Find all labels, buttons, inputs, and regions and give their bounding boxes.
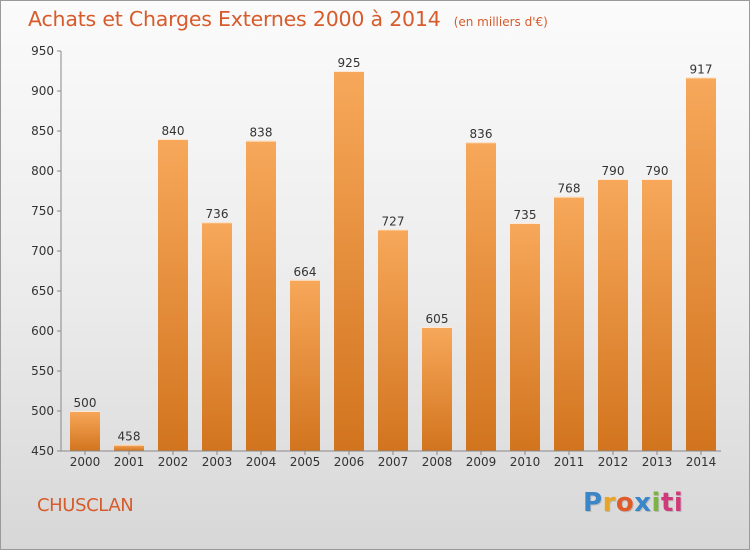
x-tick-label: 2005 — [290, 455, 321, 469]
x-tick-label: 2003 — [202, 455, 233, 469]
bar — [510, 223, 540, 451]
bar — [554, 196, 584, 451]
y-tick-label: 800 — [31, 164, 54, 178]
y-tick-label: 450 — [31, 444, 54, 458]
x-axis: 2000 2001 2002 2003 2004 2005 2006 2007 2008 2009… — [61, 450, 721, 469]
bar — [642, 179, 672, 451]
x-tick-label: 2009 — [466, 455, 497, 469]
x-tick-label: 2004 — [246, 455, 277, 469]
bar-value-label: 664 — [294, 265, 317, 279]
bar — [598, 179, 628, 451]
y-tick-label: 850 — [31, 124, 54, 138]
y-tick-label: 500 — [31, 404, 54, 418]
y-tick-label: 700 — [31, 244, 54, 258]
chart-title-row: Achats et Charges Externes 2000 à 2014 (… — [28, 7, 548, 31]
bar-value-label: 735 — [514, 208, 537, 222]
y-tick-label: 750 — [31, 204, 54, 218]
chart-title: Achats et Charges Externes 2000 à 2014 — [28, 7, 441, 31]
logo-letter: r — [602, 488, 616, 518]
commune-name: CHUSCLAN — [37, 495, 134, 516]
x-tick-label: 2010 — [510, 455, 541, 469]
bar-value-label: 727 — [382, 214, 405, 228]
y-axis: 450 500 550 600 650 700 750 800 850 900 950 — [31, 44, 62, 458]
bar — [422, 327, 452, 451]
logo-letter: P — [583, 488, 603, 518]
bar-value-label: 768 — [558, 182, 581, 196]
bar — [202, 222, 232, 451]
bar — [334, 71, 364, 451]
bar-value-label: 840 — [162, 124, 185, 138]
logo-letter: ti — [660, 488, 684, 518]
bar-value-label: 925 — [338, 56, 361, 70]
bar-value-label: 790 — [646, 164, 669, 178]
y-tick-label: 950 — [31, 44, 54, 58]
bar-value-label: 605 — [426, 312, 449, 326]
bar — [686, 77, 716, 452]
bars — [70, 71, 716, 452]
y-tick-label: 900 — [31, 84, 54, 98]
bar-value-label: 790 — [602, 164, 625, 178]
bar — [378, 229, 408, 451]
x-tick-label: 2011 — [554, 455, 585, 469]
y-tick-label: 650 — [31, 284, 54, 298]
bar — [290, 279, 320, 451]
x-tick-label: 2002 — [158, 455, 189, 469]
bar — [466, 142, 496, 451]
bar-value-label: 838 — [250, 126, 273, 140]
x-tick-label: 2012 — [598, 455, 629, 469]
x-tick-label: 2000 — [70, 455, 101, 469]
x-tick-label: 2007 — [378, 455, 409, 469]
bar-value-label: 458 — [118, 430, 141, 444]
x-tick-label: 2014 — [686, 455, 717, 469]
proxiti-logo: Proxiti — [583, 488, 683, 518]
x-tick-label: 2013 — [642, 455, 673, 469]
bar — [158, 139, 188, 451]
bar — [70, 411, 100, 451]
logo-letter: i — [651, 488, 661, 518]
logo-letter: o — [615, 488, 635, 518]
x-tick-label: 2001 — [114, 455, 145, 469]
bar — [246, 140, 276, 451]
x-tick-label: 2006 — [334, 455, 365, 469]
x-tick-label: 2008 — [422, 455, 453, 469]
chart-subtitle: (en milliers d'€) — [453, 15, 548, 29]
bar-value-label: 836 — [470, 127, 493, 141]
logo-letter: x — [634, 488, 652, 518]
bar-value-label: 500 — [74, 396, 97, 410]
y-tick-label: 550 — [31, 364, 54, 378]
y-tick-label: 600 — [31, 324, 54, 338]
value-labels: 500 458 840 736 838 664 925 727 605 836 735 768 790 7… — [74, 56, 713, 444]
bar-value-label: 917 — [690, 62, 713, 76]
bar-value-label: 736 — [206, 207, 229, 221]
bar — [114, 444, 144, 451]
